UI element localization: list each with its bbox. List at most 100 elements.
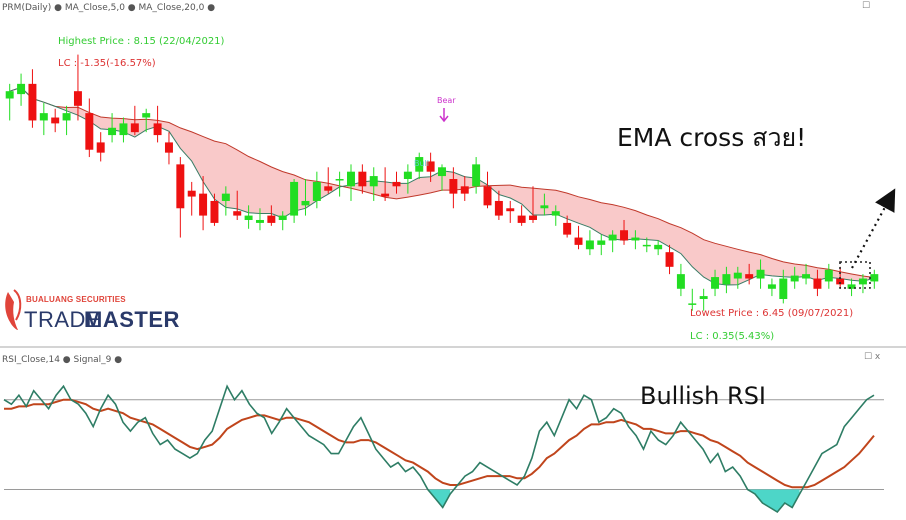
candle [51, 108, 60, 133]
candle [483, 171, 492, 209]
rsi-panel [0, 349, 906, 516]
candle-body [722, 274, 731, 285]
candle [779, 269, 788, 304]
candle-body [358, 171, 367, 187]
candle [335, 171, 344, 197]
candle [176, 157, 185, 238]
candle-body [642, 244, 651, 247]
candle-body [472, 164, 481, 187]
candle-body [130, 123, 139, 133]
candle-body [779, 278, 788, 300]
candle-body [39, 113, 48, 121]
bull-signal-label: Bull [414, 159, 429, 168]
candle-body [517, 215, 526, 223]
candle [62, 105, 71, 136]
candle-body [51, 117, 60, 124]
candle-body [631, 237, 640, 241]
lowest-lc-label: LC : 0.35(5.43%) [690, 331, 774, 342]
signal-line [4, 398, 875, 489]
candle [347, 164, 355, 201]
candle-body [210, 200, 219, 223]
candle-body [540, 205, 549, 209]
candle-body [153, 123, 162, 136]
candle [255, 208, 264, 231]
candle [494, 190, 503, 220]
candle-body [790, 275, 799, 282]
candle [278, 211, 287, 231]
candle [722, 266, 731, 294]
candle [733, 266, 742, 289]
candle-body [221, 193, 230, 201]
candle [187, 181, 196, 216]
candle [244, 205, 253, 229]
candle-body [301, 200, 310, 206]
rsi-line [3, 384, 875, 514]
candle-body [85, 113, 94, 150]
up-arrow-icon [851, 188, 896, 269]
candle [119, 117, 128, 143]
candle [73, 54, 82, 121]
rsi-legend: RSI_Close,14 ● Signal_9 ● [2, 355, 122, 365]
window-controls-icon[interactable]: ☐ x [864, 352, 881, 362]
candle [608, 230, 617, 253]
window-maximize-icon[interactable]: ☐ [862, 1, 870, 11]
candle [28, 69, 37, 128]
candle-body [108, 127, 117, 136]
candle [551, 205, 560, 226]
price-legend: PRM(Daily) ● MA_Close,5,0 ● MA_Close,20,… [2, 3, 215, 13]
candle [210, 193, 219, 226]
candle [381, 167, 390, 201]
candle [142, 108, 151, 133]
candle [824, 263, 833, 289]
candle [438, 164, 446, 191]
candle [847, 278, 856, 297]
logo-product-a: TRADE [24, 307, 101, 332]
candle [756, 259, 765, 289]
candle-body [449, 179, 458, 194]
candle-body [62, 113, 71, 121]
candle [358, 164, 367, 194]
candle [392, 171, 401, 194]
candle-body [426, 161, 435, 172]
candle-body [676, 274, 685, 289]
candle-body [756, 269, 765, 279]
candle [108, 113, 117, 143]
trademaster-logo: BUALUANG SECURITIES TRADE MASTER [5, 289, 180, 332]
lowest-price-label: Lowest Price : 6.45 (09/07/2021) [690, 308, 853, 319]
candle [585, 230, 594, 256]
candle [642, 237, 651, 253]
logo-company: BUALUANG SECURITIES [26, 295, 126, 304]
rsi-oversold-area [747, 489, 800, 512]
candle-body [699, 296, 708, 300]
candle [85, 98, 94, 158]
candle-body [233, 211, 242, 216]
candle-body [563, 222, 572, 235]
bear-arrow-icon [439, 108, 449, 123]
candle [130, 105, 139, 136]
candle-body [802, 274, 811, 279]
candle-body [142, 113, 151, 118]
candle [5, 83, 14, 121]
candle [597, 234, 606, 256]
candle [506, 200, 515, 223]
candle-body [347, 171, 355, 187]
candle-body [267, 215, 276, 223]
candle-body [312, 181, 321, 201]
highest-lc-label: LC : -1.35(-16.57%) [58, 58, 156, 69]
candle [460, 176, 469, 201]
candle-body [369, 176, 378, 187]
candle [403, 164, 412, 194]
logo-product-b: MASTER [84, 307, 180, 332]
candle-body [96, 142, 105, 153]
candle-body [17, 83, 26, 95]
candle-body [28, 83, 37, 121]
candle-body [494, 200, 503, 216]
candle-body [733, 272, 742, 279]
candle-body [119, 123, 128, 136]
candle-body [506, 208, 515, 212]
candle [199, 176, 208, 231]
candle-body [199, 193, 208, 216]
candle [517, 205, 526, 226]
candle-body [392, 181, 401, 187]
candle [164, 132, 173, 165]
